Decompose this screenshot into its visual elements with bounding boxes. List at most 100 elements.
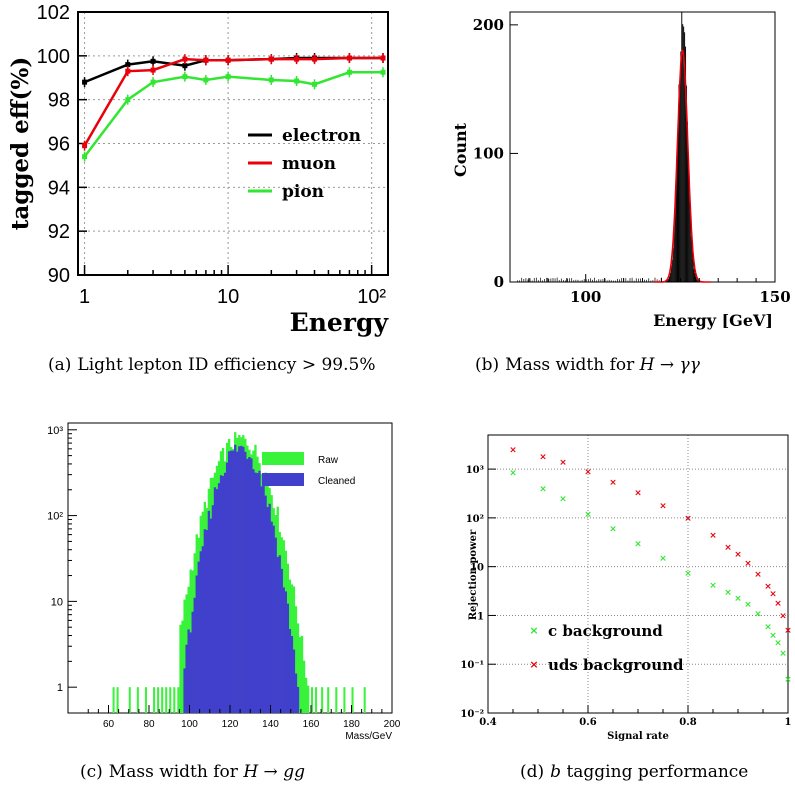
histogram-bin-Cleaned xyxy=(185,644,188,713)
histogram-tail-bin xyxy=(335,687,338,713)
y-tick-label-5: 10³ xyxy=(466,465,484,476)
data-point-uds-background: × xyxy=(774,599,782,609)
histogram-bin-Cleaned xyxy=(266,507,269,713)
x-tick-label-1: 0.6 xyxy=(579,717,596,728)
histogram-bin-Cleaned xyxy=(294,673,298,713)
y-tick-label-2: 200 xyxy=(473,16,504,34)
legend-label-pion: pion xyxy=(282,182,324,202)
histogram-tail-bin xyxy=(177,687,180,713)
histogram-tail-bin xyxy=(128,687,131,713)
histogram-tail-bin xyxy=(169,687,172,713)
histogram-bin-Raw xyxy=(298,637,302,713)
caption-b: (b) Mass width for H → γγ xyxy=(475,355,700,375)
x-tick-label-4: 140 xyxy=(262,719,279,730)
histogram-bin xyxy=(673,226,675,282)
data-point-c-background: × xyxy=(609,525,617,535)
data-point-c-background: × xyxy=(769,631,777,641)
histogram-tail-bin xyxy=(173,687,176,713)
histogram-bin-Cleaned xyxy=(262,485,265,713)
caption-d: (d) b tagging performance xyxy=(520,762,748,782)
histogram-tail-bin xyxy=(112,687,115,713)
histogram-bin-Cleaned xyxy=(264,495,267,713)
data-point-uds-background: × xyxy=(779,611,787,621)
data-point-uds-background: × xyxy=(764,582,772,592)
data-point-c-background: × xyxy=(744,600,752,610)
histogram-bin-Cleaned xyxy=(272,525,275,713)
histogram-bin xyxy=(669,276,670,282)
x-axis-label: Energy xyxy=(290,308,390,337)
histogram-bin-Cleaned xyxy=(187,629,190,713)
data-point-uds-background: × xyxy=(559,458,567,468)
data-point-c-background: × xyxy=(784,675,792,685)
histogram-tail-bin xyxy=(363,687,366,713)
data-point-uds-background: × xyxy=(724,543,732,553)
x-tick-label-2: 100 xyxy=(181,719,198,730)
legend-swatch-Cleaned xyxy=(262,473,304,486)
histogram-bin xyxy=(680,51,682,282)
histogram-tail-bin xyxy=(165,687,168,713)
histogram-bin xyxy=(697,280,699,282)
data-point-uds-background: × xyxy=(784,626,792,636)
y-tick-label-2: 10² xyxy=(47,511,63,523)
histogram-bin-Cleaned xyxy=(225,462,229,713)
x-tick-label-0: 1 xyxy=(79,286,90,308)
data-point-c-background: × xyxy=(779,649,787,659)
x-tick-label-3: 1 xyxy=(785,717,792,728)
legend-label-muon: muon xyxy=(282,154,336,174)
histogram-bin xyxy=(677,121,679,283)
histogram-bin xyxy=(695,276,697,282)
histogram-bin xyxy=(696,279,698,282)
histogram-tail-bin xyxy=(144,687,147,713)
data-point-c-background: × xyxy=(754,609,762,619)
y-axis-label: tagged eff(%) xyxy=(7,57,34,231)
data-point-c-background: × xyxy=(659,554,667,564)
histogram-tail-bin xyxy=(311,687,314,713)
y-tick-label-1: 100 xyxy=(473,144,504,162)
histogram-bin-Cleaned xyxy=(193,597,196,713)
histogram-bin-Cleaned xyxy=(183,668,186,713)
panel-c: 60 80 100 120 140 160 180 200 1 10 10² 10³ Mass/GeV R… xyxy=(0,415,410,745)
legend-label-electron: electron xyxy=(282,126,361,146)
x-tick-label-6: 180 xyxy=(343,719,360,730)
x-tick-label-0: 0.4 xyxy=(479,717,496,728)
histogram-bin-Cleaned xyxy=(292,649,296,713)
histogram-tail-bin xyxy=(321,687,324,713)
x-tick-label-3: 120 xyxy=(222,719,239,730)
histogram-tail-bin xyxy=(116,687,119,713)
data-point-uds-background: × xyxy=(769,590,777,600)
histogram-bin xyxy=(670,265,672,282)
histogram-tail-bin xyxy=(327,687,330,713)
histogram-bin-Cleaned xyxy=(219,475,223,713)
data-point-uds-background: × xyxy=(709,531,717,541)
histogram-bin-Cleaned xyxy=(244,451,247,713)
histogram-bin-Cleaned xyxy=(230,450,233,713)
histogram-bin-Cleaned xyxy=(207,510,211,713)
histogram-bin xyxy=(687,167,689,282)
histogram-bin-Raw xyxy=(183,599,186,713)
histogram-bin xyxy=(682,24,684,283)
x-axis-label: Energy [GeV] xyxy=(653,311,773,330)
histogram-bin-Cleaned xyxy=(250,458,253,713)
caption-c-math: H → gg xyxy=(243,762,305,782)
caption-b-label: (b) xyxy=(475,355,500,375)
histogram-tail-bin xyxy=(351,687,354,713)
caption-a-text: Light lepton ID efficiency > 99.5% xyxy=(77,355,376,375)
caption-a: (a) Light lepton ID efficiency > 99.5% xyxy=(48,355,375,375)
legend-label-uds-background: uds background xyxy=(548,656,684,674)
y-tick-label-1: 10⁻¹ xyxy=(460,660,484,671)
histogram-bin-Raw xyxy=(304,677,308,713)
histogram-bin xyxy=(683,26,685,283)
histogram-bin-Cleaned xyxy=(211,505,215,713)
histogram-bin-Cleaned xyxy=(209,518,213,713)
data-point-c-background: × xyxy=(684,569,692,579)
data-point-c-background: × xyxy=(539,485,547,495)
data-point-uds-background: × xyxy=(584,467,592,477)
caption-b-text: Mass width for xyxy=(505,355,635,375)
data-point-c-background: × xyxy=(509,469,517,479)
panel-d: 0.4 0.6 0.8 1 10⁻² 10⁻¹ 1 10 10² 10³ Signal rate Re… xyxy=(430,415,795,745)
histogram-bin-Cleaned xyxy=(217,483,221,713)
histogram-bin xyxy=(667,280,669,282)
histogram-bin-Cleaned xyxy=(252,469,255,713)
histogram-bin xyxy=(692,258,694,282)
y-tick-label-4: 98 xyxy=(48,90,70,112)
